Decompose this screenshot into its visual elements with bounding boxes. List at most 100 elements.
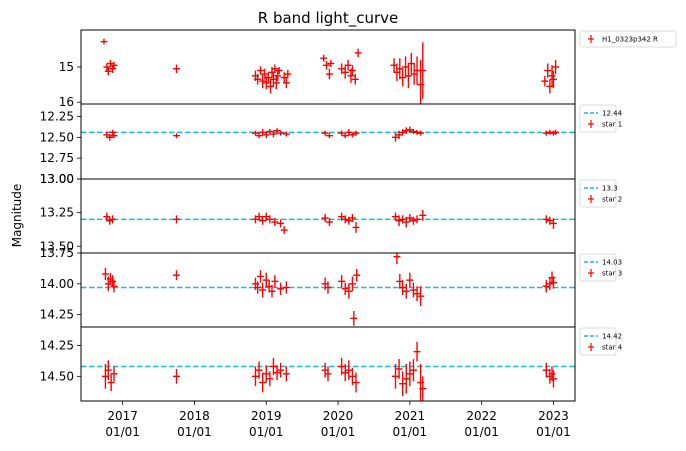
data-point (338, 130, 346, 136)
data-point (284, 69, 292, 79)
data-point (402, 127, 410, 134)
data-point (324, 366, 332, 382)
data-point (277, 362, 285, 378)
data-point (269, 357, 277, 376)
data-point (341, 65, 349, 79)
legend-box (579, 179, 617, 208)
data-point (404, 63, 412, 89)
data-point (419, 209, 427, 221)
data-point (548, 65, 556, 87)
legend-series-label: star 4 (602, 344, 623, 352)
data-point (109, 129, 117, 135)
data-point (409, 359, 417, 382)
x-tick-label: 2017 (107, 409, 138, 423)
data-point (413, 341, 421, 362)
legend-box (579, 253, 617, 282)
x-tick-label: 01/01 (177, 425, 212, 439)
data-point (417, 130, 425, 136)
data-point (255, 212, 263, 221)
panel-frame (80, 178, 576, 254)
data-point (172, 64, 180, 73)
x-tick-label: 2022 (466, 409, 497, 423)
legend-reference-label: 14.03 (602, 259, 622, 267)
data-point (548, 271, 556, 284)
data-point (107, 373, 115, 392)
data-point (104, 67, 112, 76)
data-point (282, 131, 290, 137)
data-point (345, 129, 353, 136)
data-point (409, 129, 417, 134)
data-point (269, 130, 277, 138)
data-point (409, 216, 417, 225)
data-point (402, 364, 410, 394)
data-point (261, 68, 269, 80)
x-tick-label: 01/01 (105, 425, 140, 439)
data-point (259, 372, 267, 393)
data-point (350, 310, 358, 326)
data-point (321, 213, 329, 223)
data-point (109, 64, 117, 73)
data-point (399, 280, 407, 295)
data-point (413, 286, 421, 302)
data-point (251, 366, 259, 387)
data-point (542, 280, 550, 293)
data-point (273, 128, 281, 134)
data-point (277, 219, 285, 228)
data-point (345, 283, 353, 299)
data-point (251, 215, 259, 224)
data-point (542, 215, 550, 224)
y-tick-label: 12.75 (40, 151, 74, 165)
data-point (393, 253, 401, 265)
data-point (104, 360, 112, 381)
y-tick-label: 14.25 (40, 339, 74, 353)
data-point (262, 365, 270, 383)
legend-series-label: star 1 (602, 121, 622, 129)
panel-frame (80, 103, 576, 180)
data-point (259, 216, 267, 225)
data-point (259, 129, 267, 136)
data-point (402, 283, 410, 299)
data-point (413, 215, 421, 224)
data-point (549, 370, 557, 388)
data-point (348, 65, 356, 76)
data-point (266, 215, 274, 224)
x-tick-label: 01/01 (249, 425, 284, 439)
data-point (282, 77, 290, 89)
y-tick-label: 15 (59, 60, 74, 74)
data-point (280, 226, 288, 235)
data-point (272, 76, 280, 90)
data-point (399, 129, 407, 136)
data-point (282, 281, 290, 294)
data-point (275, 67, 283, 75)
data-series (103, 126, 560, 142)
data-point (341, 215, 349, 224)
data-point (254, 74, 262, 85)
data-point (348, 213, 356, 223)
data-point (110, 133, 118, 139)
data-point (100, 38, 108, 45)
data-point (542, 130, 550, 136)
data-point (419, 42, 427, 99)
data-point (417, 286, 425, 307)
data-point (282, 366, 290, 382)
data-point (257, 66, 265, 75)
data-point (341, 364, 349, 382)
data-point (277, 282, 285, 295)
data-point (348, 367, 356, 385)
data-point (354, 48, 362, 58)
data-point (323, 61, 331, 70)
data-point (274, 70, 282, 82)
data-point (546, 216, 554, 225)
y-tick-label: 13.50 (40, 239, 74, 253)
y-tick-label: 16 (59, 95, 74, 109)
data-point (406, 272, 414, 288)
data-point (254, 281, 262, 294)
data-point (542, 362, 550, 378)
data-point (257, 270, 265, 283)
data-point (348, 132, 356, 138)
y-tick-label: 13.00 (40, 172, 74, 186)
data-point (259, 74, 267, 89)
data-point (395, 130, 403, 139)
data-series (103, 209, 557, 235)
x-tick-label: 01/01 (393, 425, 428, 439)
